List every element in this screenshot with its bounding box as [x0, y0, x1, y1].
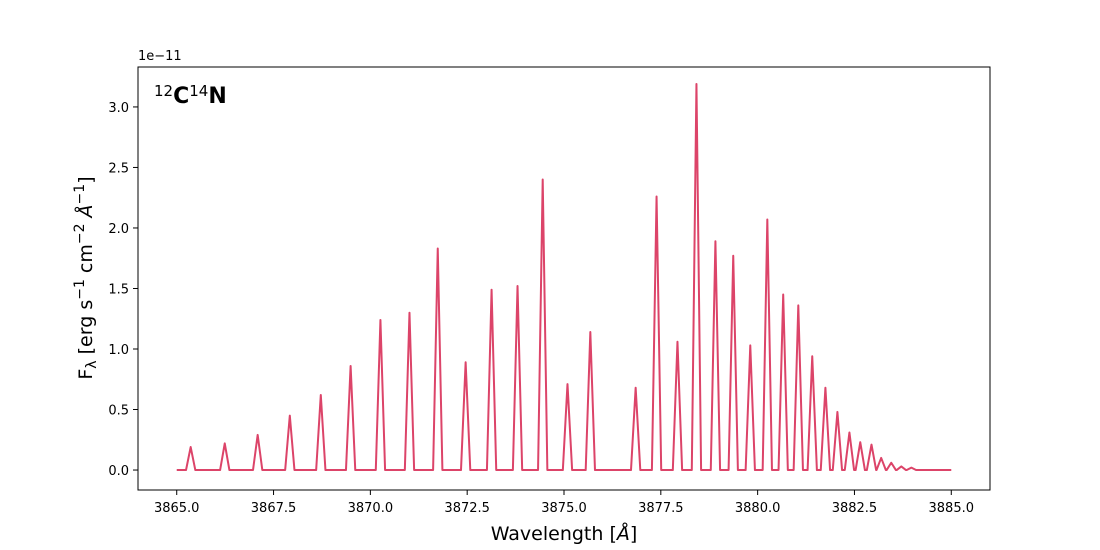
- y-label-part: F: [75, 369, 97, 380]
- x-tick-label: 3865.0: [154, 501, 200, 516]
- x-label-part: ]: [630, 523, 637, 545]
- x-tick-label: 3882.5: [832, 501, 878, 516]
- annotation-element: N: [208, 84, 226, 109]
- y-label-part: −2: [72, 223, 88, 244]
- y-label-part: −1: [72, 184, 88, 205]
- offset-text: 1e−11: [138, 49, 182, 64]
- x-axis-label: Wavelength [Å]: [491, 522, 638, 545]
- y-tick-label: 2.0: [108, 222, 129, 237]
- y-label-part: [erg s: [75, 300, 97, 361]
- x-tick-label: 3880.0: [735, 501, 781, 516]
- x-tick-label: 3870.0: [348, 501, 394, 516]
- x-label-part: Å: [615, 522, 630, 545]
- x-tick-label: 3872.5: [444, 501, 490, 516]
- y-label-part: cm: [75, 244, 97, 279]
- y-label-part: ]: [75, 176, 97, 183]
- annotation-mass: 12: [154, 82, 173, 100]
- x-tick-label: 3867.5: [251, 501, 297, 516]
- y-label-part: −1: [72, 279, 88, 300]
- y-label-part: Å: [74, 204, 97, 219]
- y-tick-label: 2.5: [108, 161, 129, 176]
- y-axis-label: Fλ [erg s−1 cm−2 Å−1]: [72, 176, 100, 379]
- annotation: 12C14N: [154, 82, 227, 109]
- y-tick-label: 3.0: [108, 101, 129, 116]
- y-tick-label: 1.0: [108, 343, 129, 358]
- y-label-part: λ: [84, 360, 100, 368]
- annotation-mass: 14: [189, 82, 208, 100]
- y-tick-label: 1.5: [108, 282, 129, 297]
- x-label-part: Wavelength [: [491, 523, 617, 545]
- y-tick-label: 0.0: [108, 464, 129, 479]
- y-tick-label: 0.5: [108, 404, 129, 419]
- x-tick-label: 3875.0: [541, 501, 587, 516]
- plot-frame: [137, 66, 991, 491]
- x-tick-label: 3885.0: [929, 501, 975, 516]
- spectrum-line: [176, 82, 952, 472]
- annotation-element: C: [173, 84, 189, 109]
- x-tick-label: 3877.5: [638, 501, 684, 516]
